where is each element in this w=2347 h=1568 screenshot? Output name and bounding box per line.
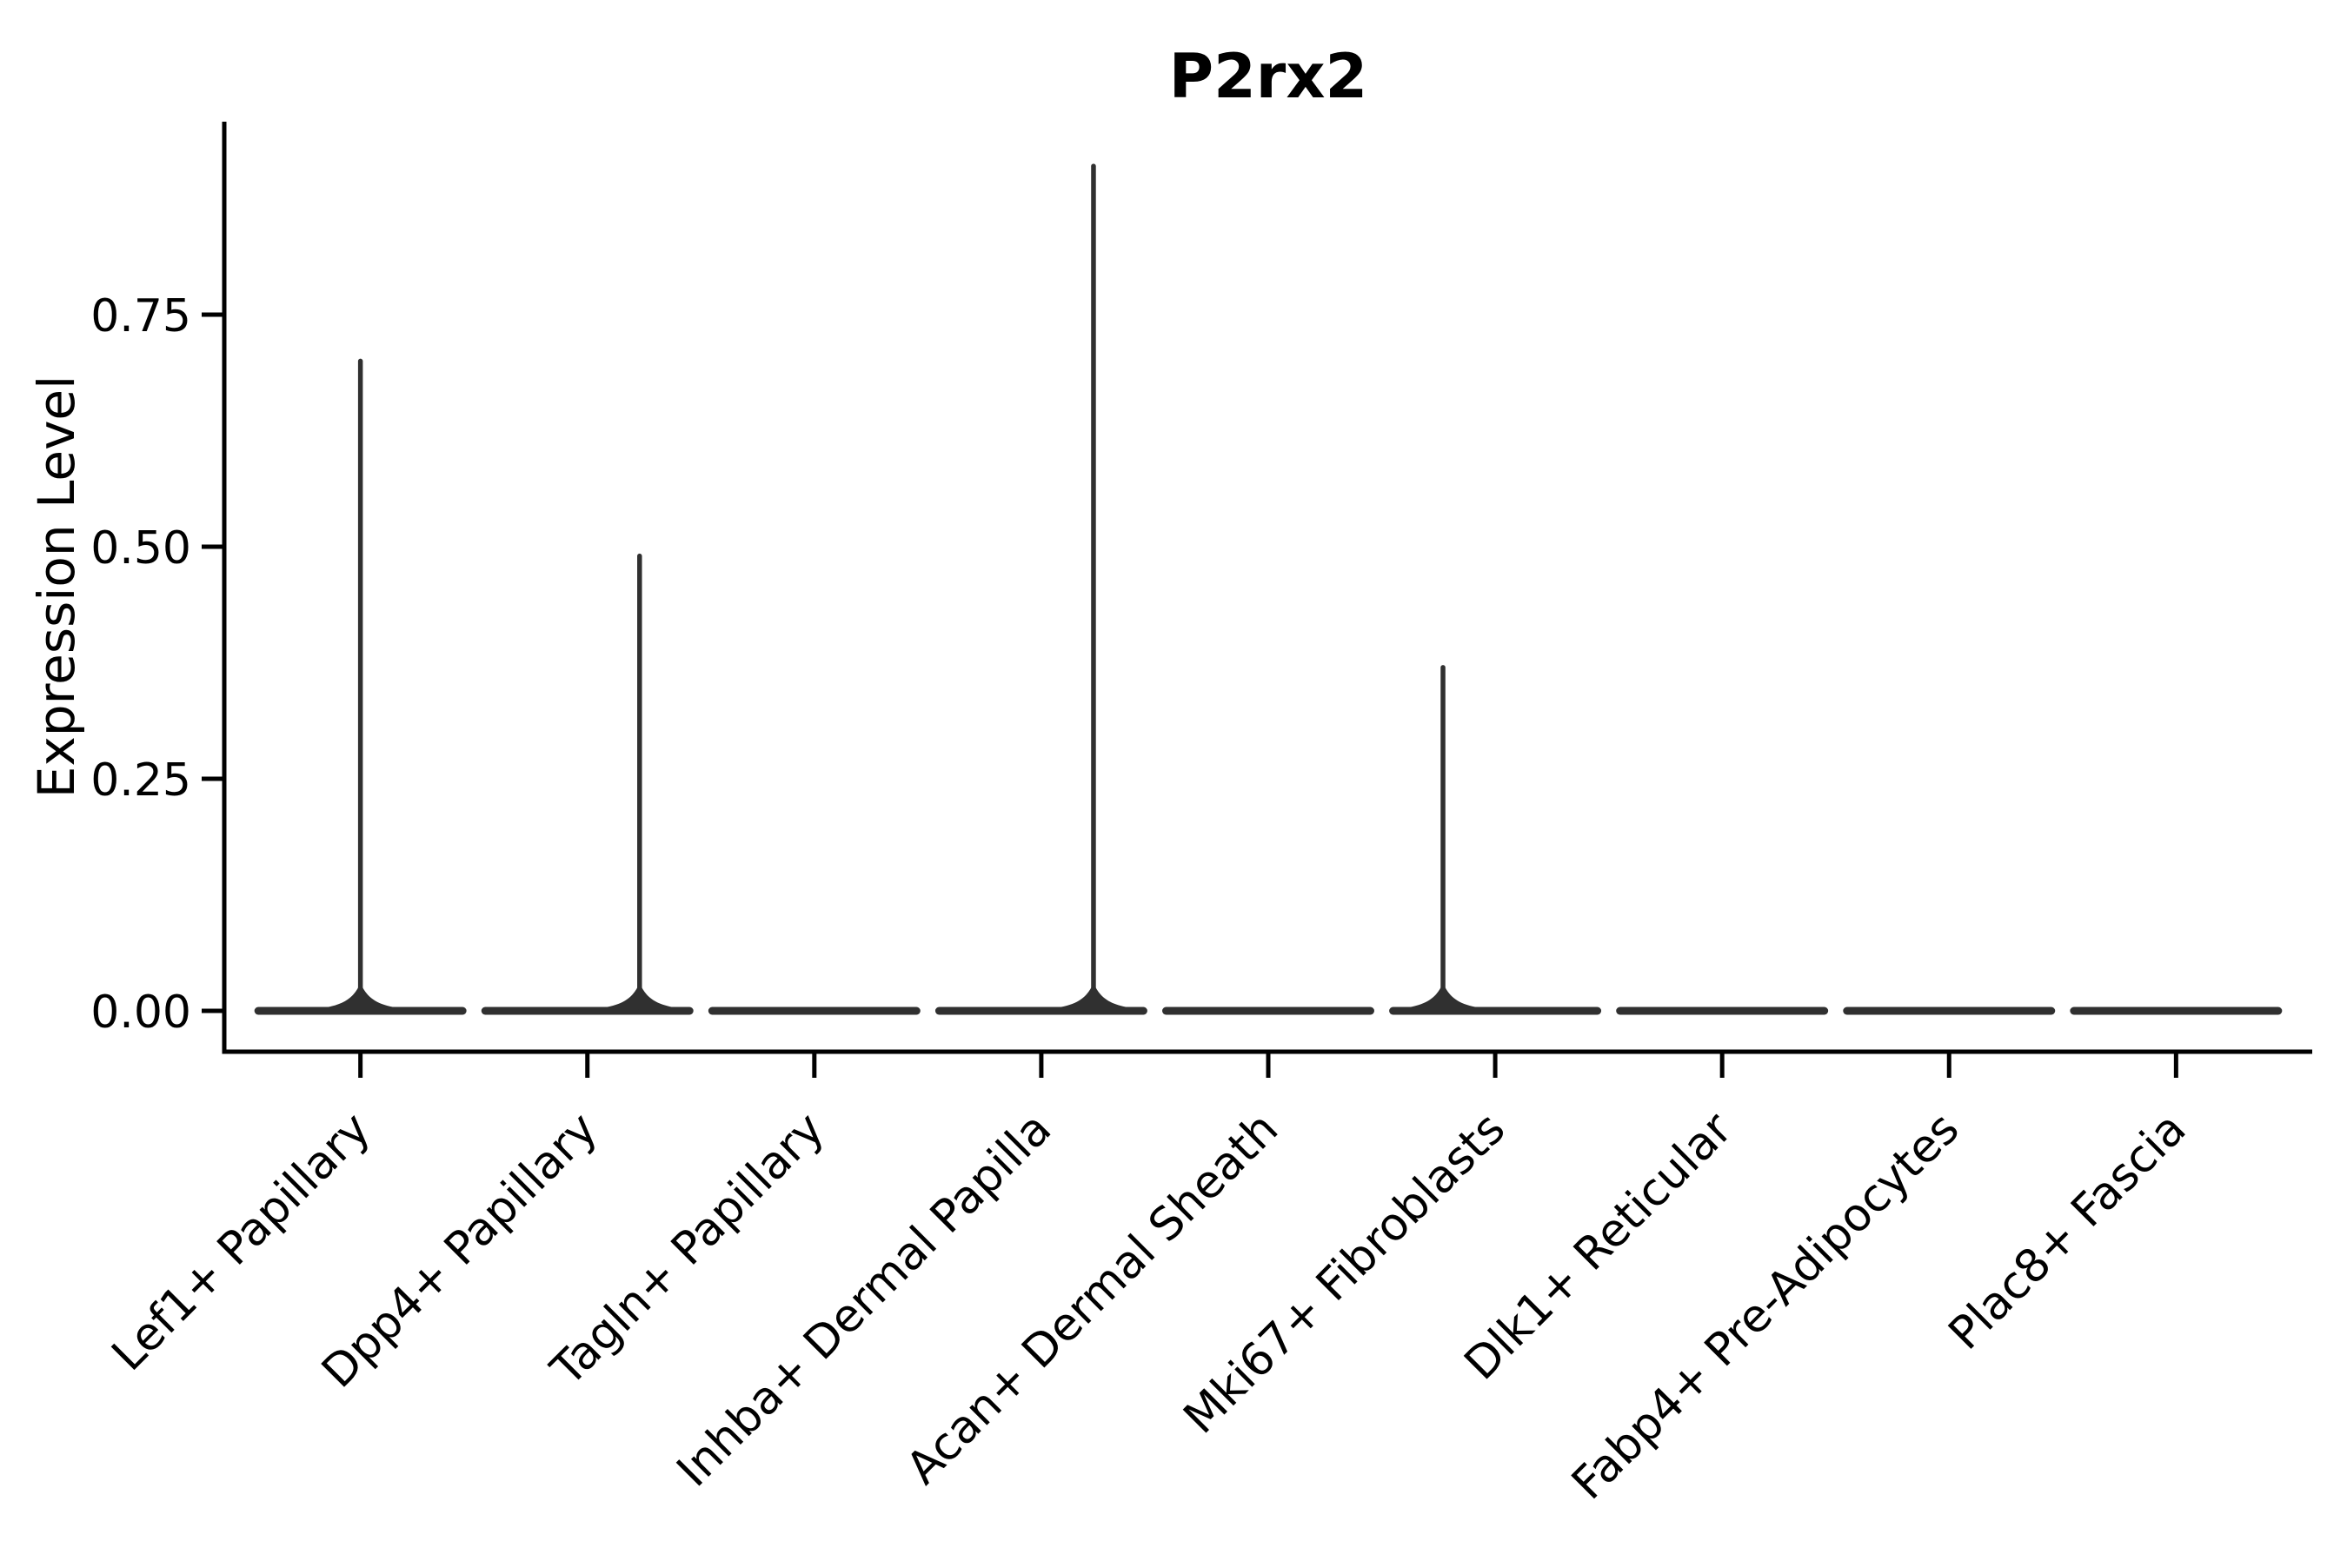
y-tick-label: 0.00 [90,987,191,1039]
y-tick-label: 0.75 [90,290,191,342]
chart-title: P2rx2 [1169,41,1367,112]
y-axis-label: Expression Level [27,375,86,798]
x-tick-label: Plac8+ Fascia [1939,1103,2197,1360]
y-tick-label: 0.50 [90,522,191,575]
violins-layer [254,163,2283,1015]
y-tick-label: 0.25 [90,754,191,807]
x-tick-label: Acan+ Dermal Sheath [897,1103,1289,1495]
x-tick-label: Inhba+ Dermal Papilla [668,1103,1061,1497]
x-tick-label: Fabp4+ Pre-Adipocytes [1562,1103,1969,1510]
y-axis-ticks: 0.00 0.25 0.50 0.75 [90,290,224,1039]
axes-layer [222,122,2312,1054]
